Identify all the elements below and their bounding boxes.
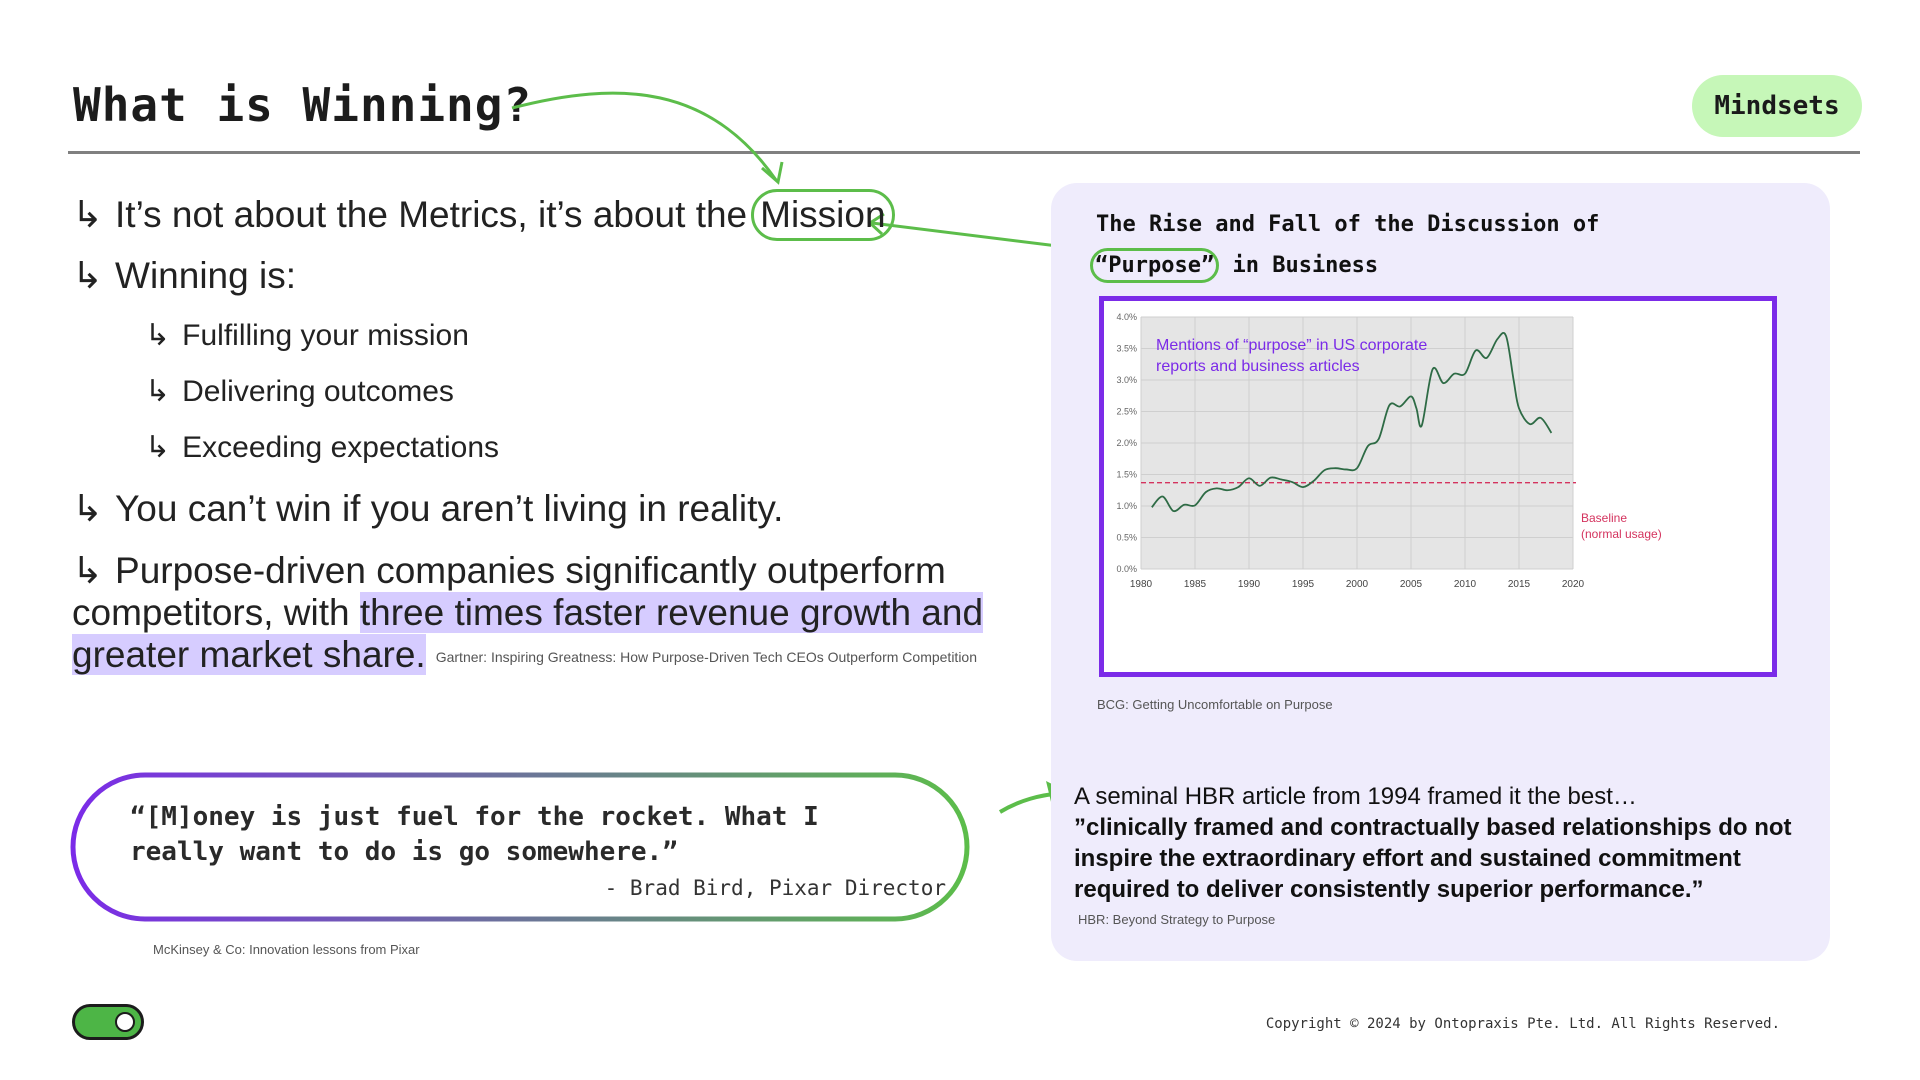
y-tick-label: 1.0%: [1116, 501, 1137, 511]
series-line: [1151, 332, 1553, 513]
x-tick-label: 1990: [1238, 579, 1261, 590]
quote-line-1: “[M]oney is just fuel for the rocket. Wh…: [130, 802, 819, 832]
arrow-bullet-icon: ↳: [72, 488, 104, 529]
x-tick-label: 2000: [1346, 579, 1369, 590]
arrow-bullet-icon: ↳: [145, 431, 171, 464]
y-tick-label: 3.0%: [1116, 375, 1137, 385]
hbr-quote-text: ”clinically framed and contractually bas…: [1074, 814, 1792, 903]
bullet-winning-is: ↳ Winning is:: [72, 254, 296, 297]
baseline-label-line-2: (normal usage): [1581, 527, 1662, 541]
chart-title-line-2: “Purpose” in Business: [1090, 248, 1379, 283]
bcg-citation: BCG: Getting Uncomfortable on Purpose: [1097, 697, 1333, 712]
mission-circled-word: Mission: [751, 189, 895, 241]
sub-bullet-text: Delivering outcomes: [182, 375, 454, 408]
x-tick-label: 1995: [1292, 579, 1315, 590]
x-tick-label: 2010: [1454, 579, 1477, 590]
x-tick-label: 2005: [1400, 579, 1423, 590]
bullet-purpose-text: Purpose-driven companies significantly o…: [72, 550, 946, 633]
chart-frame: 0.0% 0.5% 1.0% 1.5% 2.0% 2.5% 3.0% 3.5% 4.0% 198…: [1099, 296, 1777, 677]
x-tick-label: 2020: [1562, 579, 1585, 590]
x-tick-label: 1980: [1130, 579, 1153, 590]
bullet-mission-text: It’s not about the Metrics, it’s about t…: [115, 194, 748, 235]
baseline-label-line-1: Baseline: [1581, 511, 1627, 525]
y-tick-label: 3.5%: [1116, 344, 1137, 354]
y-tick-label: 0.5%: [1116, 533, 1137, 543]
x-tick-label: 2015: [1508, 579, 1531, 590]
mindsets-badge[interactable]: Mindsets: [1692, 75, 1862, 137]
y-tick-label: 0.0%: [1116, 564, 1137, 574]
bullet-reality: ↳ You can’t win if you aren’t living in r…: [72, 487, 783, 530]
chart-title-rest: in Business: [1232, 253, 1379, 278]
quote-line-2: really want to do is go somewhere.”: [130, 837, 678, 867]
arrow-bullet-icon: ↳: [72, 550, 104, 591]
y-tick-label: 2.5%: [1116, 407, 1137, 417]
hbr-citation: HBR: Beyond Strategy to Purpose: [1078, 912, 1276, 927]
sub-bullet-text: Fulfilling your mission: [182, 319, 469, 352]
arrow-bullet-icon: ↳: [72, 194, 104, 235]
y-tick-label: 1.5%: [1116, 470, 1137, 480]
bullet-mission: ↳ It’s not about the Metrics, it’s about …: [72, 189, 895, 241]
purpose-line-chart: 0.0% 0.5% 1.0% 1.5% 2.0% 2.5% 3.0% 3.5% 4.0% 198…: [1116, 312, 1662, 590]
chart-title-line-1: The Rise and Fall of the Discussion of: [1096, 212, 1600, 237]
x-tick-label: 1985: [1184, 579, 1207, 590]
y-tick-label: 4.0%: [1116, 312, 1137, 322]
bullet-purpose-driven: ↳ Purpose-driven companies significantly …: [72, 550, 1012, 678]
sub-bullet-fulfilling: ↳ Fulfilling your mission: [145, 318, 469, 353]
copyright-text: Copyright © 2024 by Ontopraxis Pte. Ltd.…: [1265, 1016, 1780, 1032]
arrow-bullet-icon: ↳: [72, 255, 104, 296]
arrow-bullet-icon: ↳: [145, 375, 171, 408]
theme-toggle[interactable]: [72, 1004, 144, 1040]
toggle-knob: [115, 1012, 135, 1032]
bullet-reality-text: You can’t win if you aren’t living in re…: [115, 488, 784, 529]
sub-bullet-exceeding: ↳ Exceeding expectations: [145, 430, 499, 465]
y-tick-label: 2.0%: [1116, 438, 1137, 448]
chart-annotation-line-2: reports and business articles: [1156, 358, 1360, 375]
sub-bullet-text: Exceeding expectations: [182, 431, 500, 464]
arrow-bullet-icon: ↳: [145, 319, 171, 352]
slide-title: What is Winning?: [73, 78, 533, 132]
gartner-citation: Gartner: Inspiring Greatness: How Purpos…: [435, 649, 978, 666]
sub-bullet-delivering: ↳ Delivering outcomes: [145, 374, 454, 409]
chart-annotation-line-1: Mentions of “purpose” in US corporate: [1156, 337, 1427, 354]
quote-frame: [70, 772, 970, 922]
header-divider: [68, 151, 1860, 154]
purpose-circled-word: “Purpose”: [1090, 248, 1220, 283]
hbr-lead-text: A seminal HBR article from 1994 framed i…: [1074, 783, 1637, 810]
bullet-winning-text: Winning is:: [115, 255, 296, 296]
mckinsey-citation: McKinsey & Co: Innovation lessons from P…: [153, 942, 420, 957]
quote-author: - Brad Bird, Pixar Director: [604, 876, 946, 900]
